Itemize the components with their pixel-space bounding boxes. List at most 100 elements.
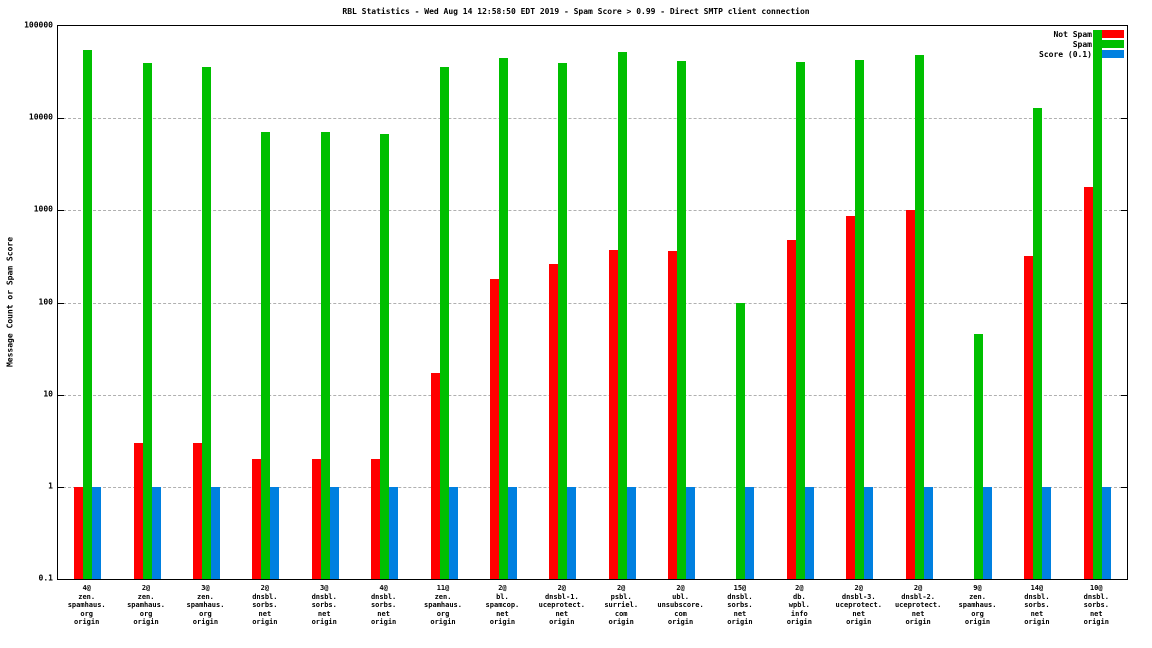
bar-spam bbox=[439, 66, 449, 579]
bar-not-spam bbox=[1024, 255, 1034, 579]
x-tick-label-line: sorbs. bbox=[311, 601, 337, 609]
legend-label: Score (0.1) bbox=[1039, 49, 1092, 59]
bar-spam bbox=[914, 55, 924, 579]
x-tick-label-line: dnsbl. bbox=[252, 592, 278, 601]
x-tick-label-line: net bbox=[555, 609, 569, 618]
bar-not-spam bbox=[133, 442, 143, 579]
bar-score-0-1- bbox=[983, 486, 993, 579]
x-tick-label-line: origin bbox=[727, 618, 753, 626]
bar-not-spam bbox=[311, 459, 321, 579]
bar-not-spam bbox=[905, 210, 915, 579]
x-tick-label-line: 2@ bbox=[498, 584, 507, 592]
bar-score-0-1- bbox=[1042, 486, 1052, 579]
y-tick-label: 10000 bbox=[28, 112, 53, 122]
x-tick-label-line: psbl. bbox=[610, 592, 632, 601]
bar-not-spam bbox=[1083, 186, 1093, 579]
x-tick-label-line: dnsbl. bbox=[1083, 592, 1109, 601]
bar-not-spam bbox=[252, 459, 262, 579]
bar-not-spam bbox=[608, 250, 618, 579]
bar-score-0-1- bbox=[507, 486, 517, 579]
x-tick-label-line: net bbox=[1030, 609, 1044, 618]
x-tick-label-line: origin bbox=[133, 618, 159, 626]
bar-not-spam bbox=[489, 278, 499, 579]
y-tickmark bbox=[58, 118, 64, 120]
x-tick-label-line: dnsbl. bbox=[370, 592, 397, 601]
x-tick-label-line: origin bbox=[549, 618, 575, 626]
bar-spam bbox=[83, 49, 93, 579]
y-tickmark bbox=[58, 210, 64, 212]
x-tick-label-line: org bbox=[971, 609, 984, 618]
x-tick-label-line: 11@ bbox=[436, 584, 450, 592]
x-tick-label: 2@ bl. spamcop. net origin bbox=[473, 584, 532, 627]
x-tick-label-line: spamhaus. bbox=[67, 601, 106, 609]
x-tick-label-line: 14@ bbox=[1030, 584, 1044, 592]
legend: Not Spam Spam Score (0.1) bbox=[1039, 29, 1124, 59]
x-tick-label: 2@ dnsbl-2. uceprotect. net origin bbox=[888, 584, 947, 627]
x-tick-label-line: origin bbox=[311, 618, 337, 626]
y-tickmark bbox=[1121, 486, 1127, 488]
x-tick-label-line: uceprotect. bbox=[835, 601, 882, 609]
bar-score-0-1- bbox=[92, 486, 102, 579]
y-tickmark bbox=[58, 486, 64, 488]
y-tick-label: 1 bbox=[48, 481, 53, 491]
y-tickmark bbox=[1121, 210, 1127, 212]
legend-label: Spam bbox=[1072, 39, 1092, 49]
x-tick-label-line: 2@ bbox=[141, 584, 151, 592]
x-tick-label-line: origin bbox=[252, 618, 278, 626]
bar-spam bbox=[201, 66, 211, 579]
x-tick-label-line: origin bbox=[786, 618, 812, 626]
x-tick-label-line: 4@ bbox=[379, 584, 388, 592]
bar-spam bbox=[261, 132, 271, 579]
x-tick-label-line: 3@ bbox=[320, 584, 329, 592]
bar-not-spam bbox=[549, 264, 559, 579]
y-gridline bbox=[58, 394, 1127, 396]
bar-score-0-1- bbox=[151, 486, 161, 579]
bar-score-0-1- bbox=[329, 486, 339, 579]
x-tick-label: 2@ db. wpbl. info origin bbox=[770, 584, 829, 627]
y-tickmark bbox=[58, 394, 64, 396]
bar-spam bbox=[677, 60, 687, 579]
x-tick-label-line: origin bbox=[608, 618, 634, 626]
legend-item: Score (0.1) bbox=[1039, 49, 1124, 59]
x-tick-label-line: origin bbox=[370, 618, 397, 626]
bar-not-spam bbox=[371, 459, 381, 579]
x-tick-label: 9@ zen. spamhaus. org origin bbox=[948, 584, 1007, 627]
bar-score-0-1- bbox=[567, 486, 577, 579]
y-tick-label: 1000 bbox=[33, 204, 53, 214]
legend-swatch-not-spam bbox=[1097, 30, 1124, 38]
x-tick-label-line: dnsbl-3. bbox=[841, 592, 876, 601]
bar-spam bbox=[320, 132, 330, 579]
bar-score-0-1- bbox=[270, 486, 280, 579]
x-tick-label-line: spamcop. bbox=[485, 601, 520, 609]
x-tick-label-line: sorbs. bbox=[370, 601, 397, 609]
x-tick-label-line: origin bbox=[667, 618, 694, 626]
bar-spam bbox=[736, 302, 746, 579]
bar-score-0-1- bbox=[1101, 486, 1111, 579]
x-tick-label-line: dnsbl. bbox=[1024, 592, 1050, 601]
x-tick-label-line: dnsbl-1. bbox=[544, 592, 579, 601]
x-tick-label: 2@ dnsbl. sorbs. net origin bbox=[235, 584, 294, 627]
x-tick-label-line: origin bbox=[905, 618, 931, 626]
legend-swatch-spam bbox=[1097, 40, 1124, 48]
x-tick-label-line: origin bbox=[192, 618, 219, 626]
bar-spam bbox=[1092, 30, 1102, 579]
bar-spam bbox=[558, 62, 568, 579]
x-tick-label: 2@ psbl. surriel. com origin bbox=[592, 584, 651, 627]
x-tick-label-line: dnsbl. bbox=[311, 592, 337, 601]
x-tick-label-line: unsubscore. bbox=[657, 601, 704, 609]
bar-score-0-1- bbox=[210, 486, 220, 579]
x-tick-label-line: db. bbox=[793, 592, 806, 601]
x-tick-label: 15@ dnsbl. sorbs. net origin bbox=[710, 584, 769, 627]
bar-spam bbox=[855, 59, 865, 579]
x-tick-label-line: 2@ bbox=[795, 584, 804, 592]
x-tick-label: 2@ ubl. unsubscore. com origin bbox=[651, 584, 710, 627]
x-tick-label: 11@ zen. spamhaus. org origin bbox=[413, 584, 472, 627]
bar-score-0-1- bbox=[686, 486, 696, 579]
x-tick-label-line: origin bbox=[1024, 618, 1050, 626]
x-tick-label-line: origin bbox=[430, 618, 456, 626]
x-tick-label: 4@ zen. spamhaus. org origin bbox=[57, 584, 116, 627]
x-tick-label: 3@ dnsbl. sorbs. net origin bbox=[295, 584, 354, 627]
x-tick-label-line: origin bbox=[489, 618, 516, 626]
y-tickmark bbox=[1121, 302, 1127, 304]
x-tick-label-line: origin bbox=[1083, 618, 1109, 626]
